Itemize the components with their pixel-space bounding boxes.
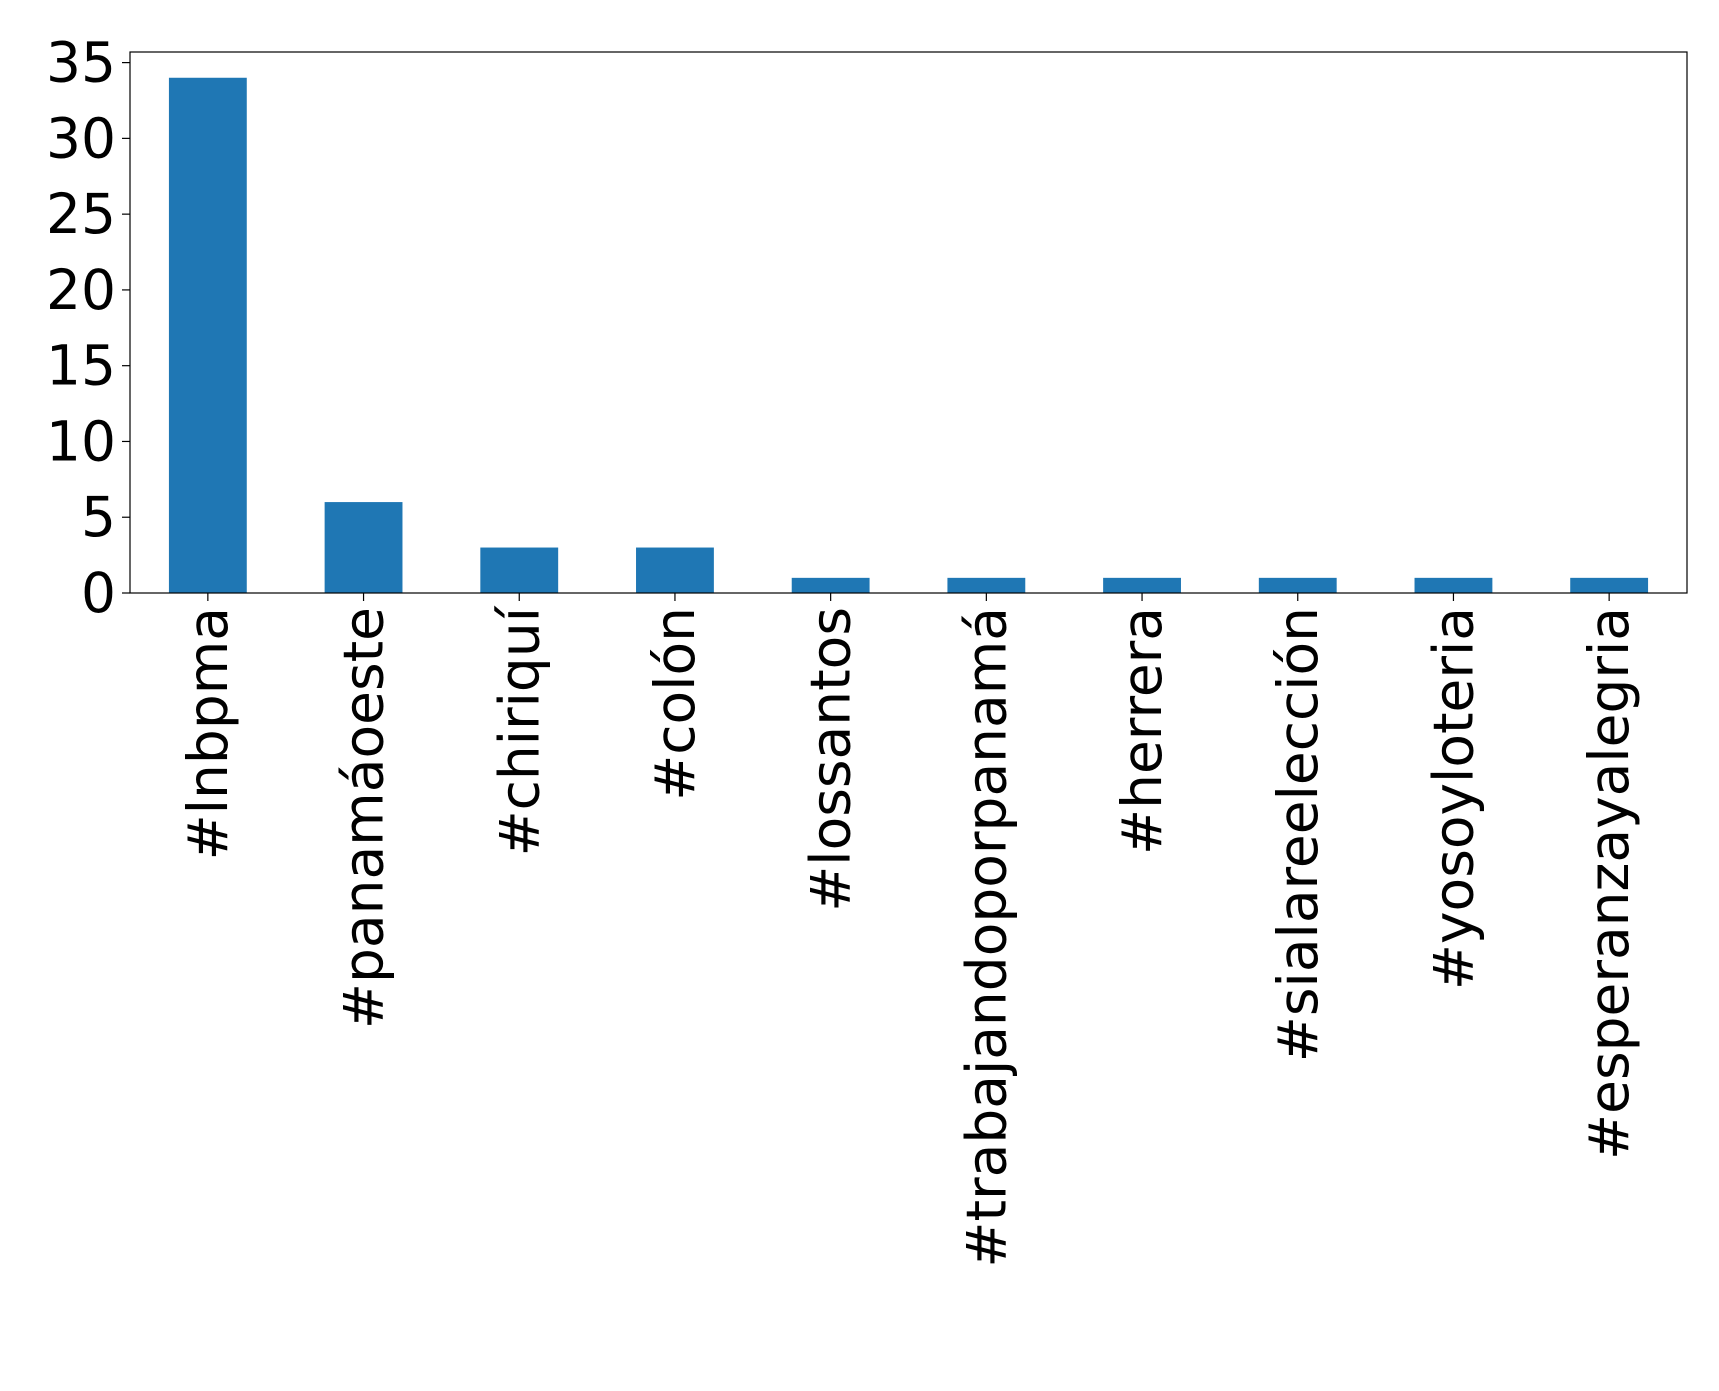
x-tick-label: #yosoyloteria [1421, 607, 1485, 990]
x-tick-label: #lossantos [799, 607, 863, 912]
y-tick-label: 25 [46, 182, 116, 246]
bar [947, 577, 1026, 593]
y-tick-label: 20 [46, 258, 116, 322]
bar [1258, 577, 1337, 593]
x-tick-label: #sialareelección [1266, 607, 1330, 1062]
bar [324, 502, 403, 593]
bar [1570, 577, 1649, 593]
bar [1414, 577, 1493, 593]
y-tick-label: 15 [46, 334, 116, 398]
y-tick-label: 0 [81, 561, 116, 625]
bar [480, 547, 559, 593]
x-tick-label: #panamáoeste [332, 607, 396, 1029]
x-tick-label: #lnbpma [176, 607, 240, 860]
x-tick-label: #esperanzayalegria [1577, 607, 1641, 1160]
y-tick-label: 5 [81, 485, 116, 549]
y-tick-label: 10 [46, 409, 116, 473]
x-tick-label: #colón [643, 607, 707, 801]
bar [1103, 577, 1181, 593]
bar [168, 77, 247, 593]
bar [636, 547, 714, 593]
x-tick-label: #chiriquí [487, 605, 551, 856]
y-tick-label: 35 [46, 31, 116, 95]
y-tick-label: 30 [46, 106, 116, 170]
axes-frame [129, 51, 1688, 594]
bar [791, 577, 870, 593]
x-tick-label: #herrera [1110, 607, 1174, 855]
x-tick-label: #trabajandoporpanamá [954, 607, 1018, 1268]
